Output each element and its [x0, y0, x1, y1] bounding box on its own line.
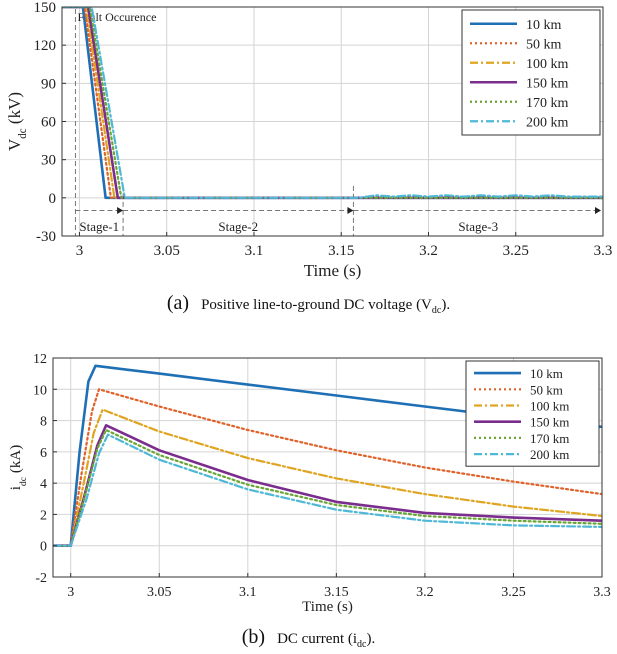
y-tick-label: 10	[33, 383, 47, 398]
legend-box	[461, 9, 601, 136]
y-tick-label: 60	[41, 115, 56, 131]
legend-label: 100 km	[530, 399, 569, 414]
legend-label: 200 km	[526, 115, 569, 130]
y-tick-label: 120	[34, 38, 57, 54]
stage2-label: Stage-2	[218, 219, 258, 234]
x-tick-label: 3.25	[501, 585, 526, 600]
stage-arrow-head	[347, 207, 354, 215]
x-tick-label: 3.2	[419, 243, 438, 259]
fault-occurence-label: Fault Occurence	[77, 10, 156, 24]
series-line-50-km	[53, 388, 602, 547]
caption-b-text: DC current (idc).	[277, 631, 376, 650]
x-tick-label: 3.25	[503, 243, 529, 259]
legend-label: 170 km	[530, 431, 569, 446]
caption-a-text: Positive line-to-ground DC voltage (Vdc)…	[201, 297, 451, 316]
x-axis-label: Time (s)	[304, 261, 361, 280]
series-line-100-km	[53, 408, 602, 547]
y-tick-label: 4	[40, 477, 47, 492]
y-tick-label: 0	[40, 540, 47, 555]
caption-b-end: ).	[366, 631, 376, 647]
x-tick-label: 3.3	[594, 243, 613, 259]
y-tick-label: 8	[40, 415, 47, 430]
x-tick-label: 3.3	[593, 585, 611, 600]
stage-arrow-head	[595, 207, 601, 215]
x-tick-label: 3.05	[154, 243, 180, 259]
caption-b: (b) DC current (idc).	[0, 626, 617, 650]
series-line-10-km	[53, 364, 602, 548]
y-tick-label: 2	[40, 508, 47, 523]
series-line-200-km	[62, 7, 603, 199]
caption-b-letter: (b)	[241, 626, 266, 648]
caption-a-end: ).	[441, 297, 451, 313]
series-line-170-km	[53, 428, 602, 547]
series-group	[53, 364, 602, 548]
legend-label: 100 km	[526, 57, 569, 72]
y-tick-label: 6	[40, 446, 47, 461]
series-group	[62, 7, 603, 200]
legend-label: 200 km	[530, 447, 569, 462]
plot-frame	[52, 357, 603, 578]
caption-a-letter: (a)	[166, 292, 190, 314]
legend: 10 km 50 km 100 km 150 km 170 km 200 km	[461, 9, 601, 136]
voltage-chart: Fault Occurence Stage-1 Stage-2 Stage-3 3 3.0…	[5, 0, 612, 280]
stage-annotations: Fault Occurence Stage-1 Stage-2 Stage-3	[74, 9, 601, 236]
caption-a-sub: dc	[431, 305, 442, 316]
y-tick-label: 30	[41, 153, 56, 169]
x-tick-label: 3.05	[147, 585, 172, 600]
x-tick-label: 3.1	[239, 585, 257, 600]
x-tick-label: 3	[67, 585, 74, 600]
y-tick-label: -30	[36, 229, 56, 245]
x-tick-label: 3.15	[324, 585, 349, 600]
legend-label: 50 km	[526, 37, 562, 52]
x-axis-label: Time (s)	[302, 599, 353, 615]
y-tick-label: 90	[41, 76, 56, 92]
caption-b-main: DC current (i	[277, 631, 358, 647]
x-tick-label: 3.15	[328, 243, 354, 259]
legend-label: 170 km	[526, 96, 569, 111]
stage1-label: Stage-1	[79, 219, 119, 234]
x-tick-label: 3.2	[416, 585, 434, 600]
caption-b-sub: dc	[357, 639, 367, 650]
y-tick-label: 150	[34, 0, 57, 16]
x-tick-label: 3.1	[245, 243, 264, 259]
legend-label: 50 km	[530, 382, 563, 397]
legend-label: 150 km	[530, 415, 569, 430]
x-tick-label: 3	[76, 243, 84, 259]
stage3-label: Stage-3	[458, 219, 498, 234]
y-axis-label: Vdc (kV)	[5, 92, 29, 151]
stage-arrow-head	[117, 207, 124, 215]
y-axis-label: idc (kA)	[8, 445, 29, 490]
series-line-200-km	[53, 433, 602, 547]
y-tick-label: -2	[35, 571, 47, 586]
legend-label: 150 km	[526, 76, 569, 91]
caption-a-main: Positive line-to-ground DC voltage (V	[201, 297, 432, 313]
series-line-150-km	[53, 423, 602, 548]
legend-box	[465, 360, 600, 467]
caption-a: (a) Positive line-to-ground DC voltage (…	[0, 292, 617, 316]
y-tick-label: 0	[49, 191, 57, 207]
current-chart: 3 3.05 3.1 3.15 3.2 3.25 3.3 -2 0 2 4 6 8 10 12 Time (s…	[8, 352, 611, 615]
legend-label: 10 km	[526, 18, 562, 33]
legend-label: 10 km	[530, 366, 563, 381]
y-tick-label: 12	[33, 352, 47, 367]
